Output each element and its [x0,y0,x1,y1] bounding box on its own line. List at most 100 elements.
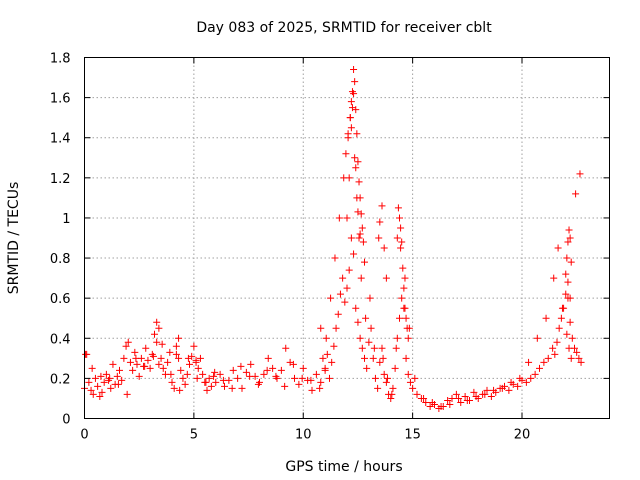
data-point [144,356,152,364]
data-point [216,370,224,378]
data-point [542,314,550,322]
data-point [347,234,355,242]
data-point [463,396,471,404]
data-point [422,398,430,406]
x-tick-label: 10 [295,428,312,443]
data-point [383,374,391,382]
data-point [335,214,343,222]
data-point [291,374,298,382]
y-tick-label: 0.6 [50,292,71,307]
data-point [483,386,491,394]
data-point [396,214,403,222]
data-point [126,358,134,366]
data-point [190,342,198,350]
data-point [153,338,161,346]
data-point [211,368,219,376]
data-point [404,370,412,378]
data-point [312,370,320,378]
data-point [350,250,358,258]
data-point [131,348,139,356]
x-tick-label: 5 [190,428,198,443]
data-point [107,384,115,392]
data-point [376,218,384,226]
data-point [175,354,183,362]
data-point [361,354,368,362]
data-point [321,364,329,372]
data-point [210,372,218,380]
data-point [94,382,102,390]
data-point [91,374,99,382]
data-point [317,378,325,386]
data-point [330,342,338,350]
data-point [345,174,353,182]
data-point [533,334,541,342]
data-point [308,386,316,394]
data-point [375,234,383,242]
data-point [172,350,180,358]
data-point [181,380,189,388]
data-point [331,254,339,262]
data-point [391,364,399,372]
data-point [566,234,574,242]
y-tick-label: 0 [62,413,70,428]
data-point [146,364,154,372]
data-point [336,290,344,298]
data-point [396,314,403,322]
data-point [437,402,445,410]
data-point [100,378,108,386]
data-point [398,294,406,302]
data-point [247,360,255,368]
data-point [327,294,335,302]
data-point [350,66,358,74]
data-point [98,388,106,396]
data-point [114,380,122,388]
data-point [176,386,184,394]
data-point [356,194,364,202]
data-point [193,374,201,382]
data-point [238,384,246,392]
data-point [264,354,272,362]
data-point [550,274,558,282]
data-point [413,390,421,398]
data-point [371,374,379,382]
data-point [346,114,354,122]
data-point [347,124,355,132]
data-point [207,382,215,390]
data-point [237,362,245,370]
data-points [81,66,585,412]
data-point [269,364,277,372]
data-point [120,354,128,362]
data-point [164,358,172,366]
data-point [277,366,285,374]
data-point [536,364,543,372]
data-point [389,384,397,392]
data-point [490,386,498,394]
data-point [113,372,121,380]
data-point [352,164,360,172]
data-point [356,334,364,342]
data-point [402,314,410,322]
data-point [380,370,388,378]
data-point [366,294,374,302]
y-tick-label: 1.8 [50,52,71,67]
data-point [177,366,185,374]
data-point [219,376,227,384]
data-point [155,324,163,332]
data-point [555,324,563,332]
data-point [122,342,130,350]
data-point [365,338,373,346]
data-point [567,258,575,266]
data-point [229,366,237,374]
data-point [153,318,161,326]
data-point [212,378,220,386]
data-point [393,334,401,342]
data-point [505,386,513,394]
data-point [401,304,409,312]
data-point [393,234,401,242]
data-point [298,374,306,382]
data-point [159,364,167,372]
y-tick-label: 0.8 [50,252,71,267]
data-point [357,274,365,282]
data-point [168,378,176,386]
data-point [205,374,213,382]
